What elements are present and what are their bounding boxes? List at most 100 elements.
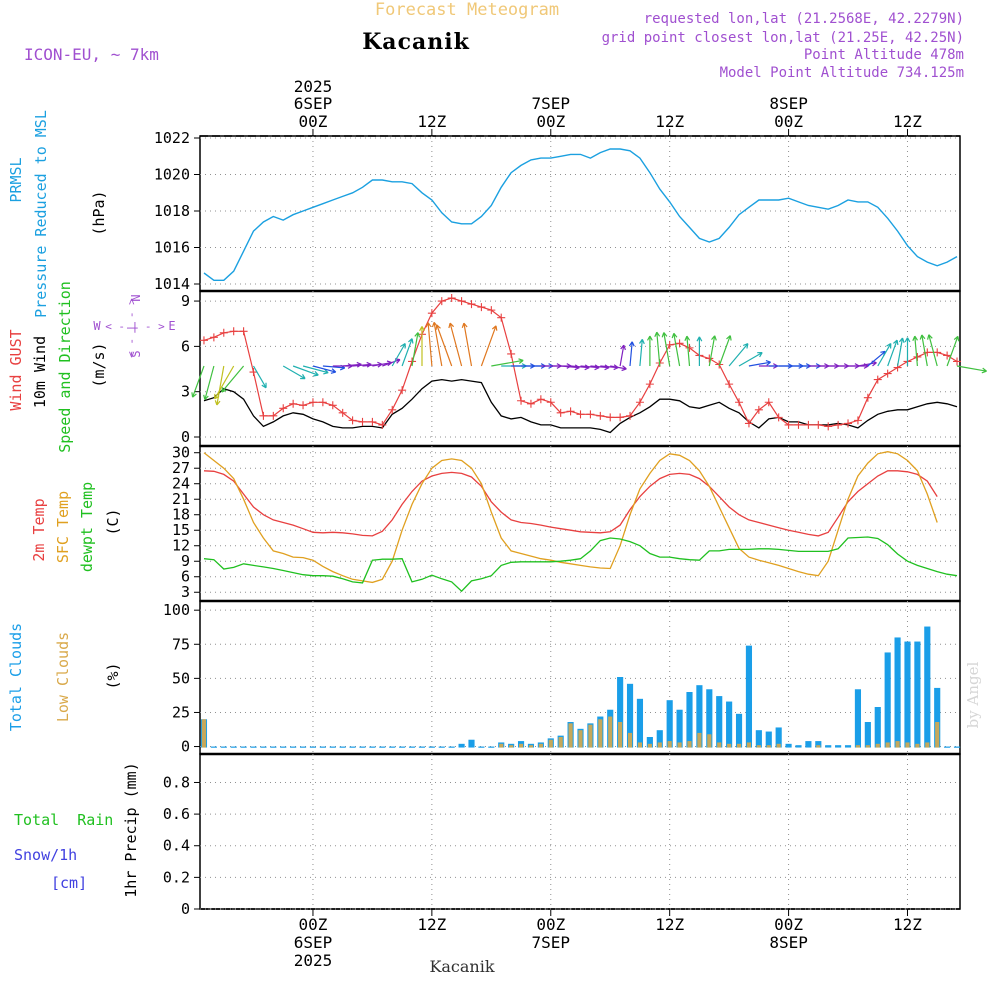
total-clouds-bar	[369, 746, 376, 748]
gust-label: Wind GUST	[7, 329, 25, 410]
low-clouds-bar	[905, 742, 910, 748]
wind-direction-arrow	[214, 365, 235, 400]
low-clouds-bar	[766, 745, 771, 748]
wind-direction-arrow	[282, 365, 306, 380]
low-clouds-bar	[499, 743, 504, 748]
wind-gust-point	[249, 368, 258, 377]
bottom-axis-hour-label: 00Z	[536, 915, 565, 934]
total-clouds-bar	[686, 692, 693, 748]
wind-direction-arrow	[738, 352, 763, 367]
wind-direction-arrow	[610, 365, 627, 372]
y-tick-label: 9	[181, 292, 190, 310]
wind-gust-point	[576, 410, 585, 419]
wind-unit: (m/s)	[90, 342, 108, 387]
total-clouds-bar	[230, 746, 237, 748]
total-clouds-bar	[646, 737, 653, 748]
total-clouds-bar	[458, 743, 465, 748]
total-clouds-bar	[339, 746, 346, 748]
pressure-series	[203, 148, 958, 281]
total-clouds-bar	[815, 741, 822, 748]
total-clouds-bar	[934, 687, 941, 748]
total-clouds-bar	[874, 707, 881, 748]
low-clouds-bar	[935, 722, 940, 748]
total-clouds-bar	[319, 746, 326, 748]
low-clouds-bar	[637, 742, 643, 748]
total-clouds-label: Total Clouds	[7, 623, 25, 731]
panel-frames	[199, 135, 961, 910]
wind-gust-point	[774, 413, 783, 422]
total-clouds-bar	[448, 746, 455, 748]
total-clouds-bar	[260, 746, 267, 748]
y-tick-label: 24	[172, 475, 190, 493]
total-clouds-bar	[250, 746, 257, 748]
wind-gust-point	[427, 309, 436, 318]
compass-vertical: < - | - >	[125, 298, 138, 358]
total-clouds-bar	[854, 689, 862, 748]
pressure-label-2: Pressure Reduced to MSL	[32, 110, 50, 318]
top-axis-hour-label: 00Z	[774, 112, 803, 131]
model-name: ICON-EU, ~ 7km	[24, 45, 159, 64]
wind-series	[199, 294, 962, 434]
low-clouds-bar	[776, 743, 781, 748]
y-tick-label: 1022	[154, 129, 190, 147]
total-clouds-bar	[389, 746, 396, 748]
requested-coords: requested lon,lat (21.2568E, 42.2279N)	[644, 11, 964, 27]
y-tick-label: 0.2	[163, 868, 190, 886]
wind-direction-arrow	[946, 335, 960, 367]
y-tick-label: 21	[172, 490, 190, 508]
top-axis-hour-label: 12Z	[893, 112, 922, 131]
wind-gust-point	[517, 396, 526, 405]
low-clouds-bar	[865, 745, 870, 748]
wind-gust-point	[497, 313, 506, 322]
panel-gridlines	[200, 136, 960, 910]
total-clouds-bar	[408, 746, 416, 748]
total-clouds-bar	[924, 626, 931, 748]
total-clouds-bar	[666, 700, 673, 748]
total-clouds-bar	[726, 701, 733, 748]
wind-gust-point	[328, 401, 337, 410]
wind-gust-point	[626, 411, 635, 420]
wind-direction-arrow	[718, 335, 732, 367]
wind-direction-arrow	[312, 365, 337, 374]
total-clouds-bar	[696, 685, 703, 748]
compass-west: W	[93, 319, 101, 333]
total-clouds-bar	[785, 743, 792, 748]
wind-gust-point	[665, 340, 674, 349]
total-clouds-bar	[626, 683, 634, 748]
compass-south: S	[129, 350, 143, 357]
top-axis-hour-label: 12Z	[417, 112, 446, 131]
wind-direction-arrow	[480, 325, 498, 367]
y-tick-label: 0	[181, 900, 190, 918]
wind-direction-arrow	[646, 335, 653, 366]
bottom-axis-hour-label: 12Z	[655, 915, 684, 934]
top-axis-year: 2025	[294, 77, 333, 96]
wind-gust-point	[536, 395, 545, 404]
wind-gust-line	[203, 297, 958, 428]
low-clouds-bar	[518, 743, 524, 748]
wind-direction-arrow	[252, 365, 267, 389]
top-axis-hour-label: 00Z	[536, 112, 565, 131]
wind-gust-point	[507, 349, 516, 358]
wind-speed-line	[203, 378, 958, 434]
wind-gust-point	[289, 399, 298, 408]
low-clouds-bar	[707, 734, 712, 748]
total-clouds-bar	[825, 745, 832, 748]
wind-direction-arrow	[214, 365, 225, 406]
wind-gust-point	[744, 419, 753, 428]
wind-gust-point	[546, 398, 555, 407]
sfctemp-label: SFC Temp	[54, 491, 72, 563]
wind-gust-point	[883, 369, 892, 378]
wind-gust-point	[437, 297, 446, 306]
low-clouds-bar	[598, 719, 603, 748]
total-clouds-bar	[894, 637, 901, 748]
low-clouds-bar	[697, 732, 702, 748]
sfctemp-line	[203, 451, 938, 584]
wind-gust-point	[784, 420, 793, 429]
y-tick-label: 25	[172, 703, 190, 721]
pressure-label-1: PRMSL	[7, 157, 25, 202]
low-clouds-bar	[548, 739, 553, 748]
low-clouds-bar	[727, 743, 732, 748]
total-clouds-bar	[210, 746, 217, 748]
low-clouds-bar	[915, 743, 920, 748]
total-clouds-bar	[676, 709, 683, 748]
